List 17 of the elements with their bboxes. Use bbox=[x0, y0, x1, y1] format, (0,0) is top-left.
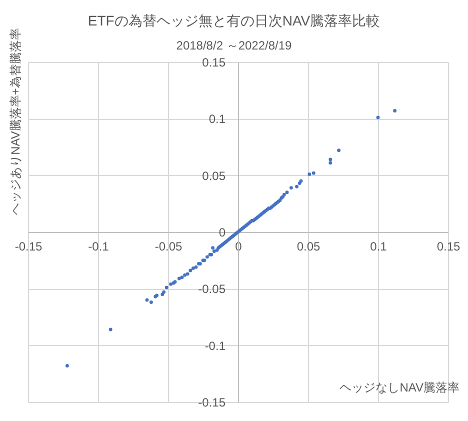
x-tick-label: 0.15 bbox=[436, 240, 460, 254]
x-tick-label: -0.05 bbox=[154, 240, 182, 254]
x-tick-label: 0.1 bbox=[370, 240, 388, 254]
x-tick-label: -0.1 bbox=[88, 240, 110, 254]
x-axis-title: ヘッジなしNAV騰落率 bbox=[340, 380, 460, 394]
y-axis-title: ヘッジありNAV騰落率+為替騰落率 bbox=[8, 28, 22, 215]
y-tick-label: -0.15 bbox=[198, 396, 226, 410]
x-tick-label: -0.15 bbox=[14, 240, 42, 254]
y-tick-label: 0 bbox=[218, 226, 226, 240]
chart-title: ETFの為替ヘッジ無と有の日次NAV騰落率比較 bbox=[88, 12, 380, 29]
y-tick-label: 0.05 bbox=[202, 168, 226, 183]
x-tick-label: 0.05 bbox=[296, 240, 320, 254]
chart-subtitle: 2018/8/2 ～2022/8/19 bbox=[176, 38, 292, 53]
y-tick-label: 0.15 bbox=[202, 56, 226, 70]
y-tick-label: 0.1 bbox=[208, 112, 226, 126]
y-tick-label: -0.1 bbox=[204, 338, 226, 353]
y-tick-label: -0.05 bbox=[198, 282, 226, 296]
